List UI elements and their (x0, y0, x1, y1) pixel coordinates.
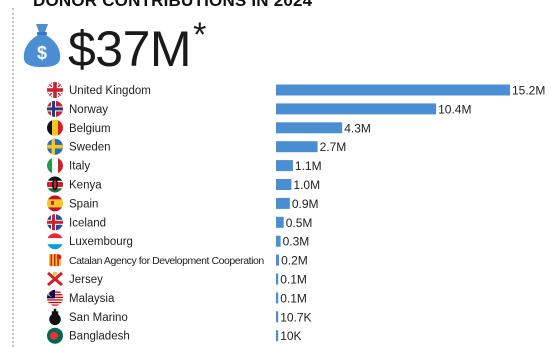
value-label: 10.4M (438, 102, 471, 116)
category-label: Norway (69, 104, 108, 116)
total-value: $37M (68, 21, 192, 77)
uk-flag-icon (47, 82, 63, 98)
category-label: Belgium (69, 123, 111, 135)
bangladesh-flag-icon (47, 327, 63, 344)
sweden-flag-icon (47, 138, 63, 155)
category-label: Sweden (69, 142, 111, 154)
value-label: 0.5M (286, 216, 313, 230)
malaysia-flag-icon (47, 289, 63, 306)
money-bag-icon: $ (23, 24, 61, 67)
bar (276, 179, 292, 190)
bar (276, 122, 343, 134)
category-label: Luxembourg (69, 236, 133, 248)
iceland-flag-icon (47, 214, 63, 231)
value-label: 0.3M (283, 235, 310, 249)
catalonia-flag-icon (49, 254, 62, 267)
bar (276, 235, 281, 247)
value-label: 10.7K (280, 310, 311, 324)
value-label: 1.0M (293, 178, 320, 192)
total-footnote-mark: * (193, 16, 206, 54)
value-label: 0.1M (280, 291, 307, 305)
kenya-flag-icon (47, 176, 63, 193)
value-label: 1.1M (295, 159, 322, 173)
category-label: Bangladesh (69, 331, 130, 343)
belgium-flag-icon (47, 119, 63, 136)
value-label: 2.7M (320, 140, 347, 154)
bar (276, 197, 290, 209)
luxembourg-flag-icon (47, 233, 63, 250)
bar (276, 141, 318, 153)
value-label: 0.9M (292, 197, 319, 211)
bar (276, 273, 279, 285)
category-label: Iceland (69, 217, 106, 229)
value-label: 15.2M (512, 84, 545, 98)
category-label: United Kingdom (69, 85, 151, 97)
category-label: Jersey (69, 274, 103, 286)
bar (276, 311, 279, 323)
spain-flag-icon (47, 195, 63, 212)
bar (276, 103, 437, 115)
bar (276, 84, 510, 96)
value-label: 10K (280, 329, 301, 343)
category-label: Catalan Agency for Development Cooperati… (69, 255, 264, 267)
dotted-guide-line (12, 8, 14, 347)
bar (276, 292, 279, 304)
value-label: 0.2M (281, 254, 308, 268)
category-label: San Marino (69, 312, 128, 324)
value-label: 4.3M (344, 121, 371, 135)
bar (276, 330, 279, 342)
category-label: Malaysia (69, 293, 115, 305)
chart-title: DONOR CONTRIBUTIONS IN 2024 (33, 0, 313, 10)
category-label: Italy (69, 161, 90, 173)
category-label: Kenya (69, 180, 102, 192)
san-marino-flag-icon (49, 308, 61, 326)
value-label: 0.1M (280, 273, 307, 287)
norway-flag-icon (47, 100, 63, 117)
italy-flag-icon (47, 157, 63, 174)
bar (276, 160, 293, 172)
jersey-flag-icon (47, 271, 63, 287)
total-amount: $37M* (68, 16, 206, 78)
category-label: Spain (69, 198, 98, 210)
svg-text:$: $ (37, 43, 47, 63)
bar (276, 216, 284, 228)
bar (276, 254, 280, 266)
